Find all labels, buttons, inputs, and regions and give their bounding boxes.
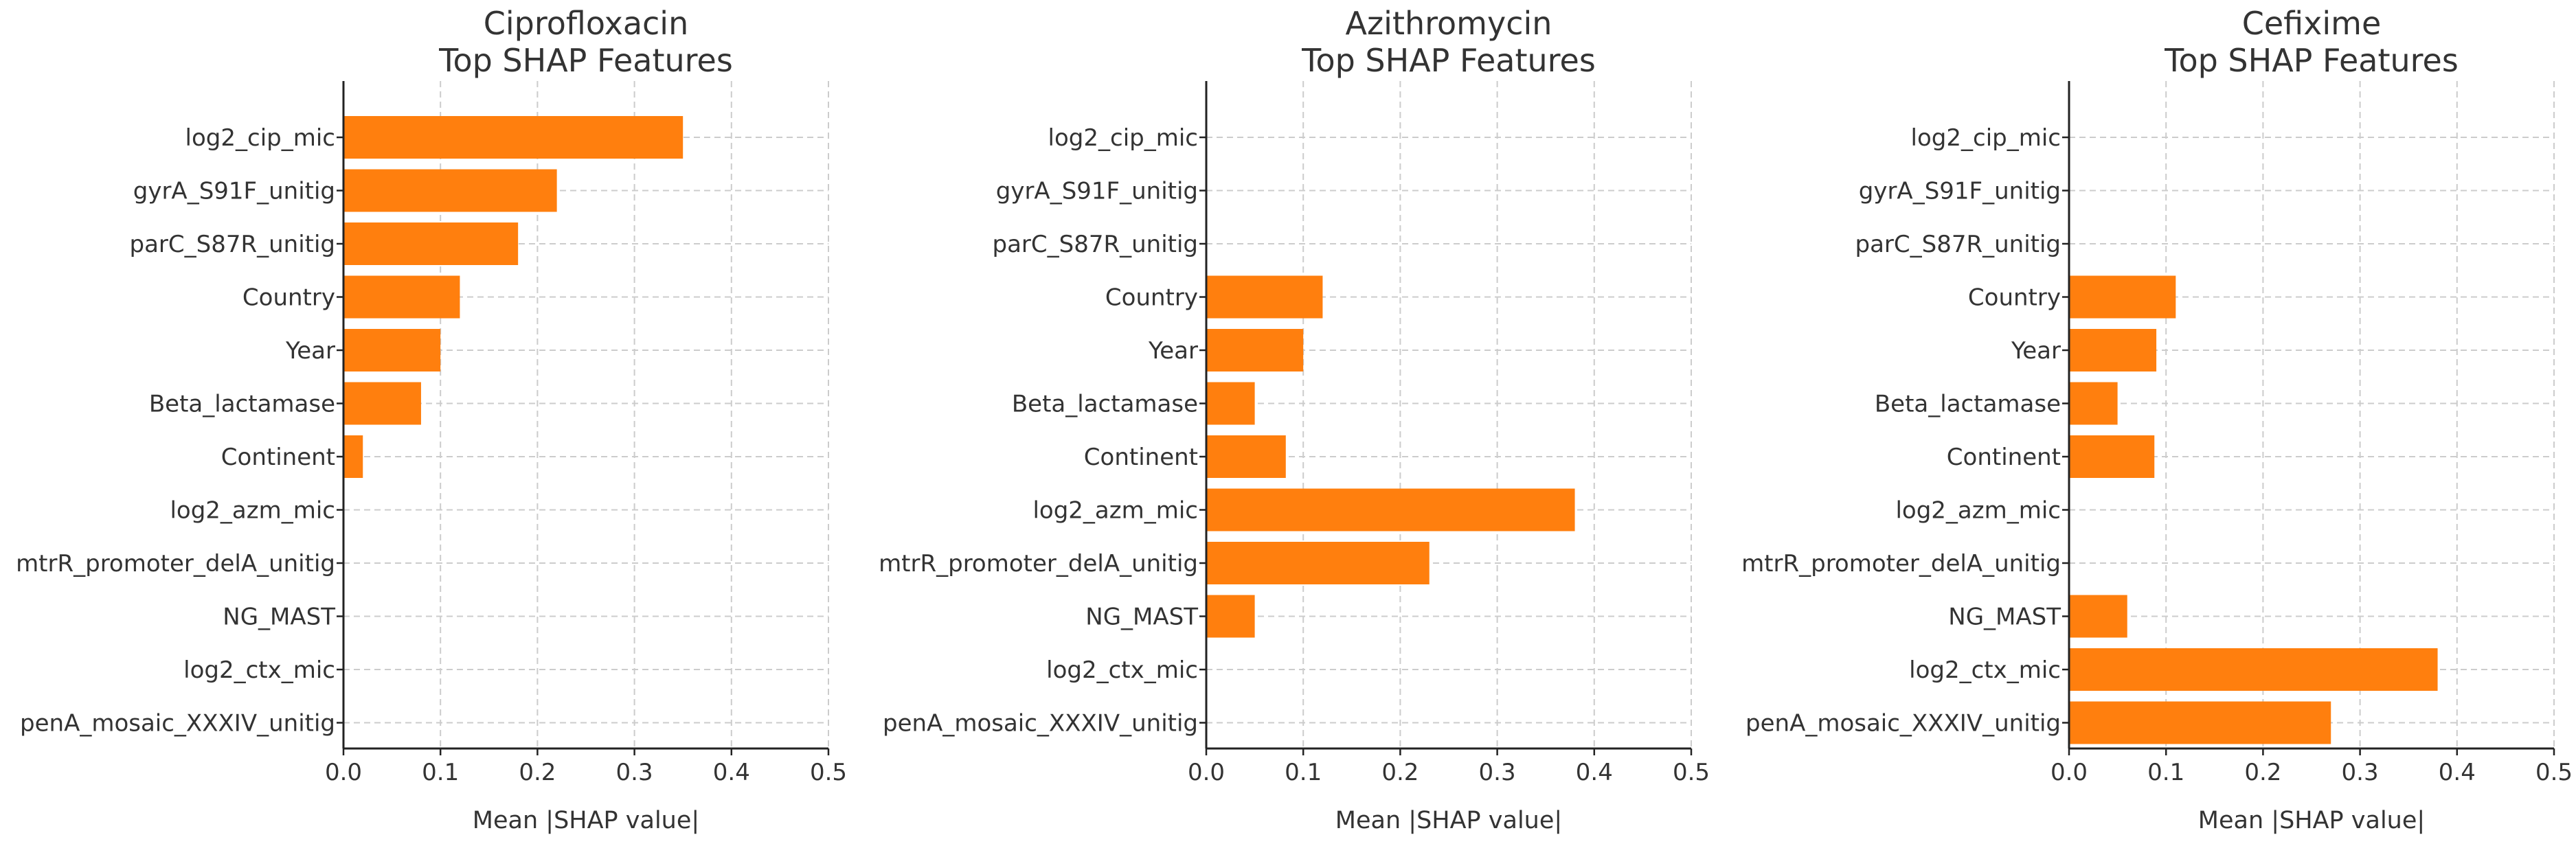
x-tick-label: 0.1 [422,759,459,786]
bar-Country [343,275,460,319]
y-tick-label: mtrR_promoter_delA_unitig [879,550,1198,578]
x-tick-label: 0.5 [1673,759,1710,786]
bar-Continent [1206,435,1286,478]
y-tick-label: Beta_lactamase [1875,391,2061,418]
x-tick-label: 0.3 [1479,759,1516,786]
y-tick-label: Year [1148,337,1198,365]
y-tick-label: log2_cip_mic [1911,124,2061,152]
y-tick-label: parC_S87R_unitig [129,231,335,258]
x-tick-label: 0.2 [519,759,556,786]
x-tick-label: 0.0 [325,759,362,786]
y-tick-label: Year [2011,337,2061,365]
y-tick-label: gyrA_S91F_unitig [1859,178,2061,205]
x-tick-label: 0.1 [1285,759,1322,786]
x-tick-label: 0.3 [616,759,653,786]
x-tick-label: 0.0 [1188,759,1225,786]
y-tick-label: NG_MAST [1085,604,1198,631]
bar-gyrA_S91F_unitig [343,169,557,212]
chart-title: Cefixime [2242,5,2382,42]
chart-panel-2: 0.0 0.1 0.2 0.3 0.4 0.5 log2_cip_mic gyrA_S91F_… [879,5,1710,834]
x-tick-label: 0.0 [2050,759,2088,786]
bar-Beta_lactamase [343,382,421,425]
y-tick-label: Beta_lactamase [149,391,335,418]
y-tick-label: NG_MAST [223,604,335,631]
x-axis-label: Mean |SHAP value| [1335,807,1562,834]
bar-log2_cip_mic [343,116,683,159]
x-tick-label: 0.5 [2535,759,2573,786]
y-tick-label: log2_azm_mic [1032,497,1198,525]
y-tick-label: Year [285,337,335,365]
y-tick-label: Country [242,284,335,312]
bar-Continent [343,435,363,478]
y-tick-label: log2_ctx_mic [183,656,335,684]
bar-NG_MAST [1206,595,1255,638]
bar-log2_ctx_mic [2069,648,2438,691]
y-tick-label: log2_ctx_mic [1046,656,1198,684]
bar-mtrR_promoter_delA_unitig [1206,542,1430,584]
bar-Continent [2069,435,2155,478]
chart-subtitle: Top SHAP Features [438,42,733,79]
y-tick-label: Country [1968,284,2061,312]
chart-subtitle: Top SHAP Features [2164,42,2459,79]
x-axis-label: Mean |SHAP value| [2198,807,2425,834]
chart-title: Azithromycin [1346,5,1552,42]
bar-Beta_lactamase [1206,382,1255,425]
x-tick-label: 0.4 [1576,759,1613,786]
chart-title: Ciprofloxacin [484,5,688,42]
x-tick-label: 0.3 [2342,759,2379,786]
bar-Country [1206,275,1323,319]
y-tick-label: log2_cip_mic [185,124,335,152]
y-tick-label: Continent [1084,444,1198,471]
x-tick-label: 0.5 [810,759,847,786]
chart-subtitle: Top SHAP Features [1301,42,1596,79]
bar-penA_mosaic_XXXIV_unitig [2069,701,2331,744]
y-tick-label: penA_mosaic_XXXIV_unitig [20,710,335,738]
bar-parC_S87R_unitig [343,222,519,265]
y-tick-label: parC_S87R_unitig [1855,231,2061,258]
x-tick-label: 0.1 [2147,759,2184,786]
y-tick-label: log2_cip_mic [1048,124,1198,152]
x-tick-label: 0.4 [713,759,750,786]
bar-Year [1206,329,1304,371]
y-tick-label: Country [1105,284,1198,312]
bar-Year [2069,329,2157,371]
y-tick-label: Continent [1947,444,2061,471]
bar-log2_azm_mic [1206,488,1575,531]
bar-Year [343,329,441,371]
chart-panel-3: 0.0 0.1 0.2 0.3 0.4 0.5 log2_cip_mic gyrA_S91F_… [1741,5,2573,834]
x-tick-label: 0.2 [1381,759,1419,786]
y-tick-label: Continent [221,444,335,471]
y-tick-label: Beta_lactamase [1012,391,1198,418]
y-tick-label: gyrA_S91F_unitig [996,178,1198,205]
bar-Country [2069,275,2176,319]
y-tick-label: gyrA_S91F_unitig [133,178,335,205]
x-tick-label: 0.4 [2439,759,2476,786]
bar-Beta_lactamase [2069,382,2118,425]
x-tick-label: 0.2 [2244,759,2281,786]
y-tick-label: penA_mosaic_XXXIV_unitig [1745,710,2061,738]
bar-NG_MAST [2069,595,2127,638]
y-tick-label: log2_azm_mic [1895,497,2061,525]
y-tick-label: NG_MAST [1948,604,2061,631]
y-tick-label: mtrR_promoter_delA_unitig [1741,550,2061,578]
y-tick-label: log2_ctx_mic [1909,656,2061,684]
y-tick-label: parC_S87R_unitig [992,231,1198,258]
y-tick-label: log2_azm_mic [170,497,335,525]
y-tick-label: penA_mosaic_XXXIV_unitig [883,710,1198,738]
y-tick-label: mtrR_promoter_delA_unitig [16,550,335,578]
x-axis-label: Mean |SHAP value| [473,807,699,834]
chart-panel-1: 0.0 0.1 0.2 0.3 0.4 0.5 log2_cip_mic gyrA_S91F_… [16,5,847,834]
